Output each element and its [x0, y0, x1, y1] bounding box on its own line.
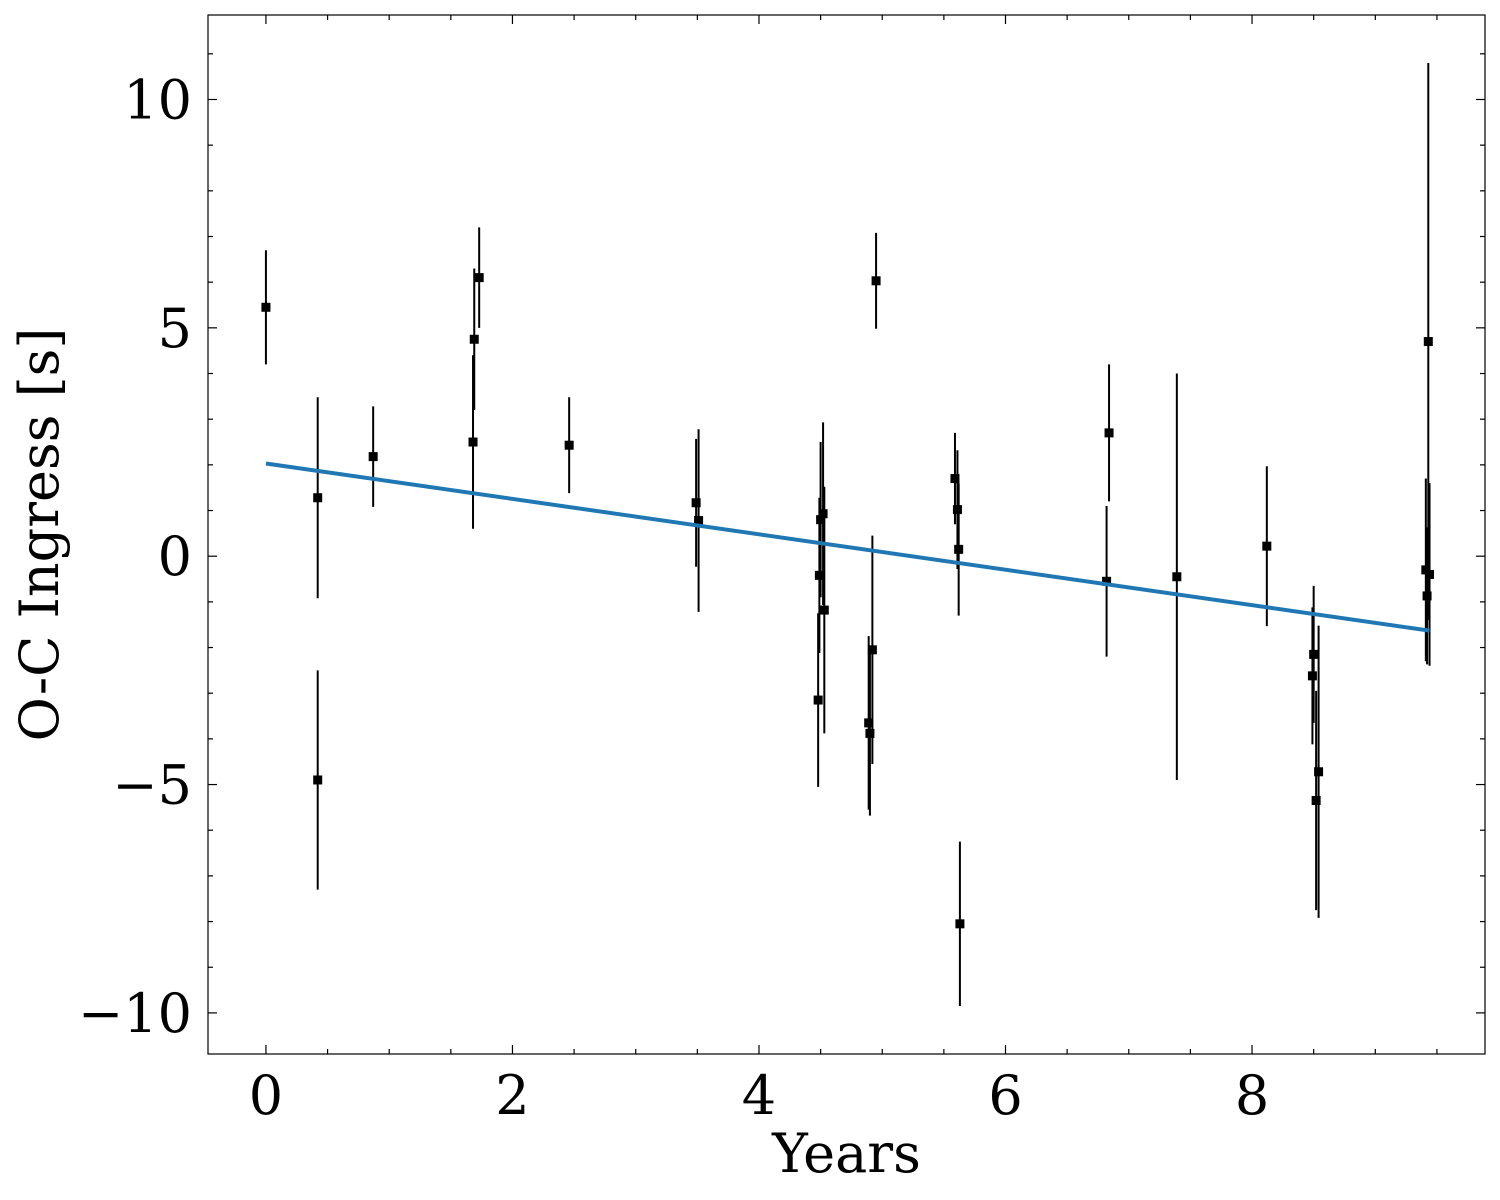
data-point [694, 516, 704, 526]
data-point [952, 505, 962, 515]
fit-line [265, 461, 1430, 633]
fit-line-group [265, 461, 1430, 633]
y-tick-label: −10 [78, 982, 192, 1045]
x-tick-label: 2 [495, 1064, 529, 1127]
y-tick-label: −5 [112, 754, 192, 817]
data-point [1309, 649, 1319, 659]
data-point [867, 645, 877, 655]
x-tick-labels: 0 2 4 6 8 [249, 1064, 1269, 1127]
axis-ticks [208, 15, 1485, 1054]
data-point [1314, 767, 1324, 777]
data-point [813, 695, 823, 705]
data-point [691, 498, 701, 508]
data-point [819, 605, 829, 615]
data-point [818, 509, 828, 519]
data-point [1102, 576, 1112, 586]
y-tick-label: 10 [123, 68, 192, 131]
data-point [313, 775, 323, 785]
data-point [474, 273, 484, 283]
data-point [1307, 671, 1317, 681]
data-point [313, 493, 323, 503]
data-point [954, 544, 964, 554]
data-point [1104, 428, 1114, 438]
data-point [564, 440, 574, 450]
data-point [1262, 541, 1272, 551]
x-tick-label: 6 [988, 1064, 1022, 1127]
y-axis-label: O-C Ingress [s] [8, 328, 71, 742]
data-point [814, 570, 824, 580]
data-points [261, 62, 1435, 1007]
y-tick-label: 0 [158, 525, 192, 588]
data-point [865, 728, 875, 738]
x-axis-label: Years [771, 1122, 921, 1185]
y-tick-label: 5 [158, 297, 192, 360]
data-point [1311, 796, 1321, 806]
plot-frame [207, 14, 1486, 1055]
data-point [1425, 569, 1435, 579]
data-point [871, 276, 881, 286]
data-point [864, 718, 874, 728]
data-point [955, 919, 965, 929]
x-tick-label: 4 [742, 1064, 776, 1127]
data-point [368, 452, 378, 462]
data-point [1422, 591, 1432, 601]
data-point [469, 334, 479, 344]
x-tick-label: 8 [1235, 1064, 1269, 1127]
x-tick-label: 0 [249, 1064, 283, 1127]
y-tick-labels: −10 −5 0 5 10 [78, 68, 192, 1044]
data-point [1421, 565, 1431, 575]
data-point [261, 302, 271, 312]
data-point [468, 437, 478, 447]
data-point [816, 515, 826, 525]
data-point [1423, 337, 1433, 347]
data-point [1172, 572, 1182, 582]
data-point [950, 474, 960, 484]
